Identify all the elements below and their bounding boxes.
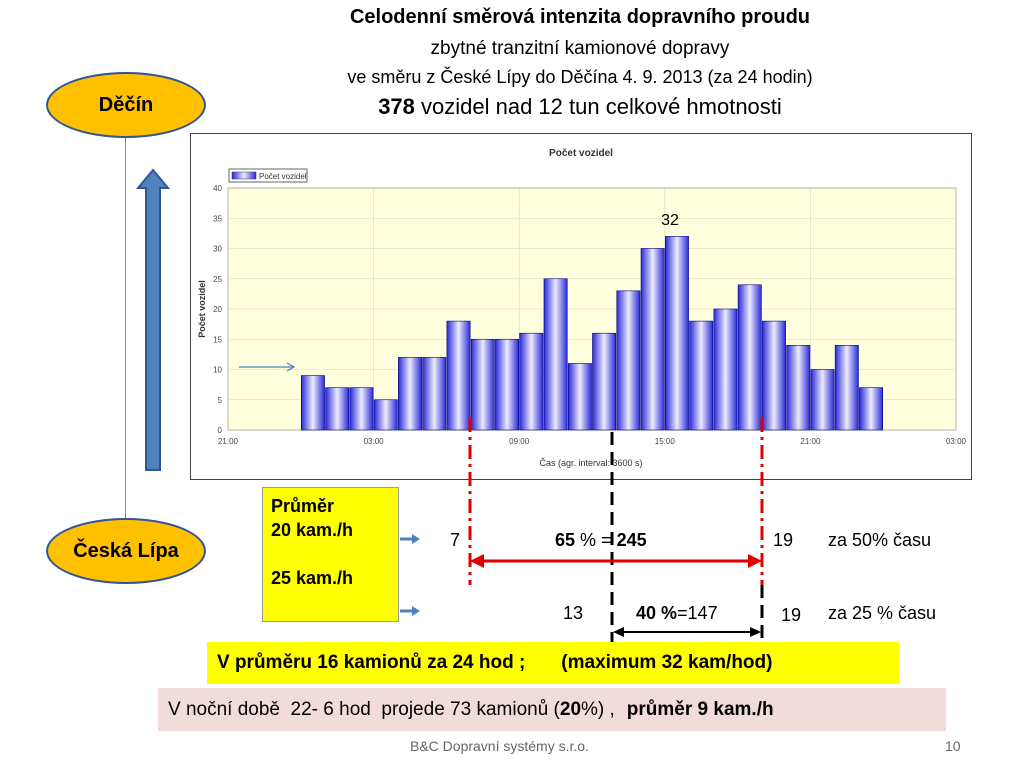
average-box: Průměr 20 kam./h 25 kam./h xyxy=(262,487,399,622)
connector-line xyxy=(125,130,126,525)
slide-number: 10 xyxy=(945,738,961,754)
bar xyxy=(495,338,519,431)
y-axis-label: Počet vozidel xyxy=(197,280,207,338)
y-axis-ticks: 0 5 10 15 20 25 30 35 40 xyxy=(213,184,222,435)
x-tick-label: 03:00 xyxy=(946,437,967,446)
row1-pct: 65 xyxy=(555,530,576,550)
y-tick-label: 30 xyxy=(213,245,222,254)
row2-share: 40 %=147 xyxy=(636,603,718,624)
night-text: V noční době 22- 6 hod projede 73 kamion… xyxy=(168,698,560,720)
bar xyxy=(713,308,738,431)
y-tick-label: 0 xyxy=(218,426,223,435)
chart-container: Počet vozidel 0 5 10 15 20 25 30 35 40 21:00 03:0… xyxy=(190,133,972,480)
y-tick-label: 35 xyxy=(213,214,222,223)
y-tick-label: 25 xyxy=(213,275,222,284)
y-tick-label: 40 xyxy=(213,184,222,193)
slide-title: Celodenní směrová intenzita dopravního p… xyxy=(349,6,811,28)
slide-direction: ve směru z České Lípy do Děčína 4. 9. 20… xyxy=(347,67,813,87)
summary-maximum: (maximum 32 kam/hod) xyxy=(561,652,773,673)
row2-left-value: 13 xyxy=(563,603,584,623)
row1-right-value: 19 xyxy=(773,530,794,550)
x-axis-ticks: 21:00 03:00 09:00 15:00 21:00 03:00 xyxy=(218,437,967,446)
total-count: 378 xyxy=(378,94,415,119)
row2-count: =147 xyxy=(677,603,718,623)
x-tick-label: 21:00 xyxy=(218,437,239,446)
y-tick-label: 15 xyxy=(213,335,222,344)
city-label-ceska-lipa: Česká Lípa xyxy=(73,539,179,562)
chart-title: Počet vozidel xyxy=(549,148,613,159)
row1-count: 245 xyxy=(616,530,647,550)
bar xyxy=(398,357,422,431)
city-label-decin: Děčín xyxy=(98,93,154,116)
summary-average: V průměru 16 kamionů za 24 hod ; xyxy=(217,652,526,673)
footer-company: B&C Dopravní systémy s.r.o. xyxy=(410,738,589,754)
row1-pct-rest: % = xyxy=(575,530,617,550)
bar xyxy=(470,338,495,431)
night-text-end: %) , xyxy=(581,698,615,720)
slide-subtitle: zbytné tranzitní kamionové dopravy xyxy=(430,38,730,59)
direction-arrow-icon xyxy=(136,168,170,471)
bar xyxy=(737,284,762,431)
x-tick-label: 15:00 xyxy=(655,437,676,446)
y-tick-label: 10 xyxy=(213,366,222,375)
city-oval-ceska-lipa: Česká Lípa xyxy=(46,518,206,584)
bar xyxy=(834,345,859,431)
bar xyxy=(592,332,617,431)
total-text: vozidel nad 12 tun celkové hmotnosti xyxy=(414,94,782,119)
bar xyxy=(349,387,374,431)
row2-right-value: 19 xyxy=(781,605,802,625)
bar xyxy=(810,369,835,431)
legend-label: Počet vozidel xyxy=(259,172,307,181)
red-arrowhead-left-icon xyxy=(470,554,484,568)
bar xyxy=(325,387,350,431)
blue-arrowhead-row2-icon xyxy=(412,606,420,616)
night-pct: 20 xyxy=(559,698,582,720)
city-oval-decin: Děčín xyxy=(46,72,206,138)
black-arrowhead-right-icon xyxy=(750,627,761,637)
bar xyxy=(519,332,544,431)
row1-left-value: 7 xyxy=(450,530,461,550)
bar xyxy=(762,320,786,431)
night-average: průměr 9 kam./h xyxy=(626,698,774,720)
x-tick-label: 03:00 xyxy=(364,437,385,446)
bar xyxy=(664,236,689,431)
x-tick-label: 21:00 xyxy=(800,437,821,446)
x-axis-label: Čas (agr. interval: 3600 s) xyxy=(539,458,642,468)
average-20: 20 kam./h xyxy=(271,520,354,540)
summary-band-pink: V noční době 22- 6 hod projede 73 kamion… xyxy=(158,688,946,731)
bar xyxy=(786,345,811,431)
bar-series xyxy=(301,236,884,431)
bar xyxy=(301,375,325,431)
pointer-arrow-head-icon xyxy=(286,362,296,372)
blue-arrowhead-row1-icon xyxy=(412,534,420,544)
bar xyxy=(543,278,568,431)
summary-band-yellow: V průměru 16 kamionů za 24 hod ; (maximu… xyxy=(207,642,899,684)
black-arrowhead-left-icon xyxy=(613,627,624,637)
y-tick-label: 20 xyxy=(213,305,222,314)
row2-note: za 25 % času xyxy=(828,603,937,623)
average-25: 25 kam./h xyxy=(271,568,354,588)
bar xyxy=(422,357,447,431)
red-arrowhead-right-icon xyxy=(748,554,762,568)
row2-pct: 40 % xyxy=(636,603,678,623)
y-tick-label: 5 xyxy=(218,396,223,405)
peak-value-label: 32 xyxy=(661,212,679,229)
bar xyxy=(689,320,714,431)
average-heading: Průměr xyxy=(271,496,335,516)
row1-share: 65 % = 245 xyxy=(555,530,647,551)
bar xyxy=(616,290,641,431)
bar xyxy=(567,363,592,431)
bar xyxy=(640,248,665,431)
bar xyxy=(446,320,471,431)
bar xyxy=(859,387,884,431)
grid-lines xyxy=(227,187,957,431)
row1-note: za 50% času xyxy=(828,530,932,550)
legend-swatch xyxy=(231,171,257,180)
x-tick-label: 09:00 xyxy=(509,437,530,446)
traffic-bar-chart: Počet vozidel 0 5 10 15 20 25 30 35 40 21:00 03:0… xyxy=(197,148,967,468)
slide-total: 378 vozidel nad 12 tun celkové hmotnosti xyxy=(200,94,960,120)
bar xyxy=(373,399,398,431)
